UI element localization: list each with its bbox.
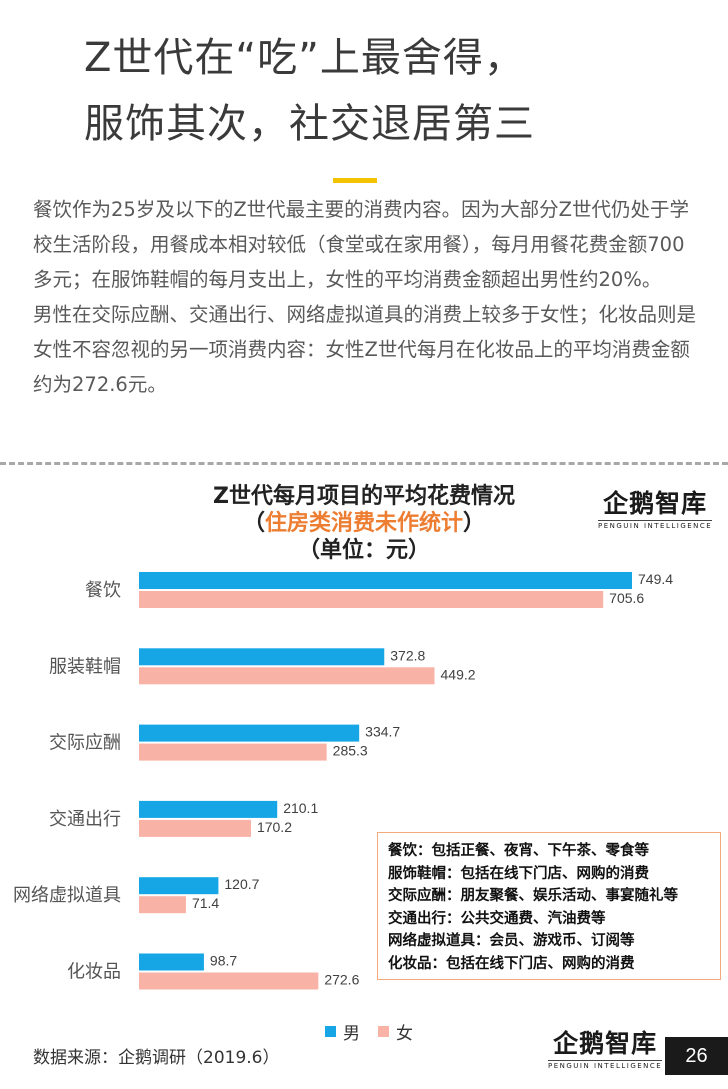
legend-swatch-female xyxy=(378,1026,389,1037)
chart-subtitle-open: （ xyxy=(242,511,265,536)
chart-subtitle: （住房类消费未作统计） xyxy=(0,510,728,538)
intro-paragraph-2: 男性在交际应酬、交通出行、网络虚拟道具的消费上较多于女性；化妆品则是女性不容忽视… xyxy=(33,303,697,396)
value-label: 120.7 xyxy=(224,876,259,892)
dashed-divider xyxy=(0,462,728,465)
value-label: 285.3 xyxy=(333,743,368,759)
category-label: 交际应酬 xyxy=(49,733,121,754)
category-label: 交通出行 xyxy=(49,809,121,830)
category-label: 服装鞋帽 xyxy=(49,656,121,677)
value-label: 449.2 xyxy=(441,666,476,682)
bar-male xyxy=(139,953,204,971)
legend-label-female: 女 xyxy=(396,1024,413,1044)
bar-chart: 餐饮 749.4 705.6 服装鞋帽 372.8 449.2 交际应酬 334.7 285.3… xyxy=(13,571,673,990)
value-label: 98.7 xyxy=(210,953,237,969)
chart-title: Z世代每月项目的平均花费情况 xyxy=(213,484,515,509)
category-label: 网络虚拟道具 xyxy=(13,885,121,906)
legend-item-male: 男 xyxy=(325,1019,360,1044)
bar-female xyxy=(139,591,604,608)
intro-text: 餐饮作为25岁及以下的Z世代最主要的消费内容。因为大部分Z世代仍处于学校生活阶段… xyxy=(33,192,703,402)
category-label: 化妆品 xyxy=(67,962,121,983)
note-line: 网络虚拟道具：会员、游戏币、订阅等 xyxy=(388,933,635,949)
page-number: 26 xyxy=(665,1037,728,1075)
chart-subtitle-close: ） xyxy=(463,511,486,536)
bar-male xyxy=(139,648,385,666)
logo-subtext: PENGUIN INTELLIGENCE xyxy=(598,520,713,530)
bar-female xyxy=(139,667,435,685)
value-label: 210.1 xyxy=(283,800,318,816)
chart-legend: 男 女 xyxy=(325,1019,431,1044)
logo-subtext: PENGUIN INTELLIGENCE xyxy=(548,1060,663,1070)
bar-male xyxy=(139,877,219,895)
bar-male xyxy=(139,800,278,818)
value-label: 71.4 xyxy=(192,895,219,911)
note-line: 化妆品：包括在线下门店、网购的消费 xyxy=(388,955,635,972)
accent-bar xyxy=(333,178,377,183)
intro-paragraph-1: 餐饮作为25岁及以下的Z世代最主要的消费内容。因为大部分Z世代仍处于学校生活阶段… xyxy=(33,198,690,291)
headline-line-2: 服饰其次，社交退居第三 xyxy=(84,101,535,147)
chart-unit: （单位：元） xyxy=(297,538,430,563)
bar-female xyxy=(139,743,327,761)
penguin-intelligence-logo-footer: 企鹅智库 PENGUIN INTELLIGENCE xyxy=(548,1029,663,1070)
bar-male xyxy=(139,724,360,742)
bar-female xyxy=(139,819,251,837)
bar-female xyxy=(139,972,319,990)
value-label: 705.6 xyxy=(609,590,644,606)
legend-label-male: 男 xyxy=(343,1024,360,1044)
value-label: 334.7 xyxy=(365,724,400,740)
value-label: 170.2 xyxy=(257,819,292,835)
legend-item-female: 女 xyxy=(378,1019,413,1044)
chart-subtitle-text: 住房类消费未作统计 xyxy=(264,511,463,536)
value-label: 272.6 xyxy=(324,972,359,988)
data-source: 数据来源：企鹅调研（2019.6） xyxy=(33,1048,280,1068)
bar-male xyxy=(139,572,632,589)
penguin-intelligence-logo: 企鹅智库 PENGUIN INTELLIGENCE xyxy=(598,489,713,530)
note-line: 交通出行：公共交通费、汽油费等 xyxy=(388,910,606,927)
logo-text: 企鹅智库 xyxy=(603,489,708,518)
note-line: 服饰鞋帽：包括在线下门店、网购的消费 xyxy=(388,865,649,882)
headline: Z世代在“吃”上最舍得， 服饰其次，社交退居第三 xyxy=(84,30,704,152)
legend-swatch-male xyxy=(325,1026,336,1037)
note-line: 餐饮：包括正餐、夜宵、下午茶、零食等 xyxy=(388,843,649,859)
value-label: 372.8 xyxy=(390,647,425,663)
value-label: 749.4 xyxy=(638,571,673,587)
note-line: 交际应酬：朋友聚餐、娱乐活动、事宴随礼等 xyxy=(388,888,678,904)
headline-line-1: Z世代在“吃”上最舍得， xyxy=(84,35,525,81)
bar-female xyxy=(139,896,186,914)
category-notes-box: 餐饮：包括正餐、夜宵、下午茶、零食等 服饰鞋帽：包括在线下门店、网购的消费 交际… xyxy=(377,832,721,980)
logo-text: 企鹅智库 xyxy=(553,1029,658,1058)
category-label: 餐饮 xyxy=(85,580,121,601)
